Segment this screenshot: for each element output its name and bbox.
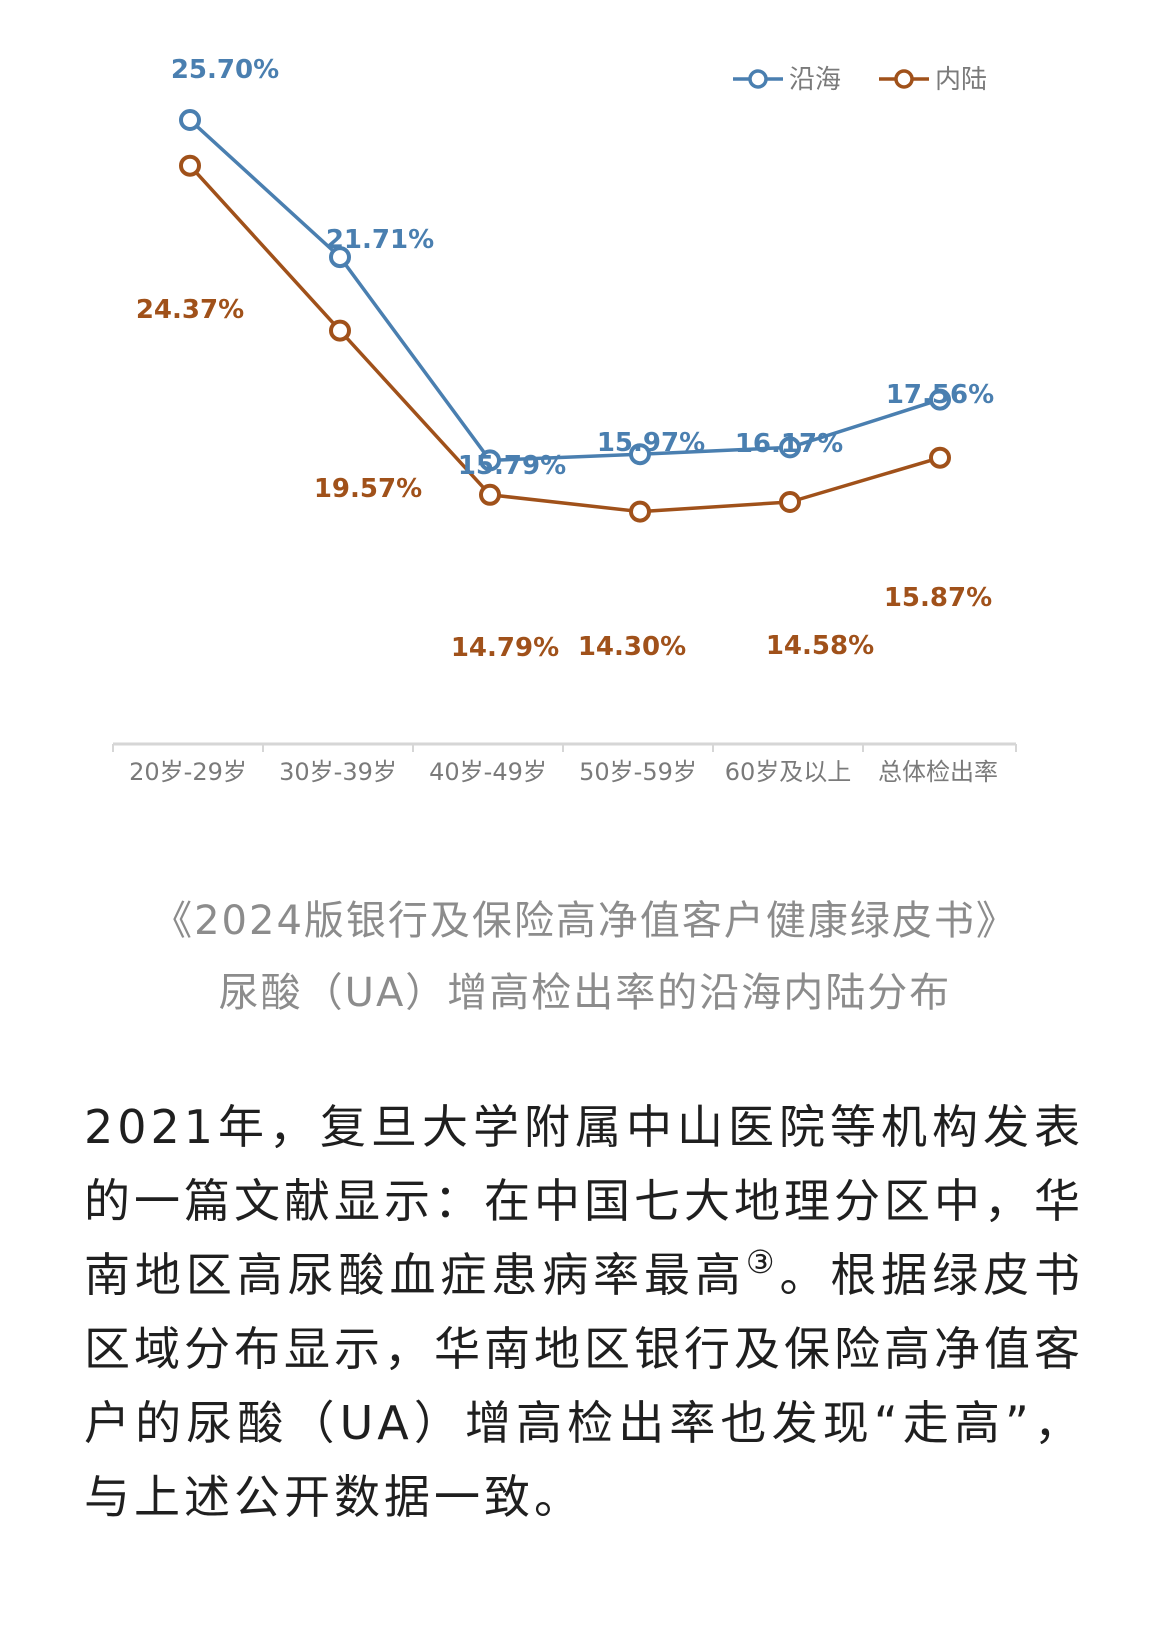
x-axis: 20岁-29岁 30岁-39岁 40岁-49岁 50岁-59岁 60岁及以上 总体检出率 bbox=[112, 742, 1017, 786]
legend: 沿海 内陆 bbox=[733, 65, 987, 95]
data-point bbox=[929, 388, 951, 411]
data-label: 19.57% bbox=[314, 474, 422, 504]
chart-series bbox=[179, 109, 951, 523]
x-tick-label: 40岁-49岁 bbox=[429, 758, 547, 786]
data-point bbox=[479, 449, 501, 472]
article-text-part1: 2021年，复旦大学附属中山医院等机构发表的一篇文献显示：在中国七大地理分区中，… bbox=[84, 1100, 1084, 1302]
data-point bbox=[179, 109, 201, 131]
x-tick-label: 30岁-39岁 bbox=[279, 758, 397, 786]
data-point bbox=[779, 436, 801, 459]
legend-swatch-marker bbox=[748, 69, 768, 89]
data-point bbox=[179, 154, 201, 177]
figure-caption-title: 《2024版银行及保险高净值客户健康绿皮书》 bbox=[152, 898, 1018, 944]
data-point bbox=[779, 491, 801, 513]
figure-caption-subtitle: 尿酸（UA）增高检出率的沿海内陆分布 bbox=[218, 970, 952, 1016]
data-label: 15.87% bbox=[884, 583, 992, 613]
data-point bbox=[329, 246, 351, 269]
data-labels: 25.70% 21.71% 15.79% 15.97% 16.17% 17.56% 24.3… bbox=[136, 55, 994, 663]
legend-swatch-marker bbox=[894, 69, 914, 89]
article-text-part2: 。根据绿皮书区域分布显示，华南地区银行及保险高净值客户的尿酸（UA）增高检出率也… bbox=[84, 1248, 1085, 1524]
x-tick-label: 60岁及以上 bbox=[725, 758, 852, 786]
data-label: 21.71% bbox=[326, 225, 434, 255]
reference-marker[interactable]: ③ bbox=[745, 1243, 780, 1281]
data-point bbox=[629, 500, 651, 523]
data-label: 17.56% bbox=[886, 380, 994, 410]
data-label: 14.79% bbox=[451, 633, 559, 663]
line-chart: 20岁-29岁 30岁-39岁 40岁-49岁 50岁-59岁 60岁及以上 总体检出率 … bbox=[112, 55, 1017, 786]
data-point bbox=[929, 446, 951, 469]
x-tick-label: 总体检出率 bbox=[878, 758, 998, 786]
legend-label: 内陆 bbox=[935, 65, 987, 95]
data-point bbox=[629, 443, 651, 466]
data-label: 25.70% bbox=[171, 55, 279, 85]
data-label: 15.79% bbox=[458, 451, 566, 481]
x-tick-label: 20岁-29岁 bbox=[129, 758, 247, 786]
data-label: 15.97% bbox=[597, 428, 705, 458]
article-paragraph: 2021年，复旦大学附属中山医院等机构发表的一篇文献显示：在中国七大地理分区中，… bbox=[84, 1090, 1084, 1534]
x-tick-label: 50岁-59岁 bbox=[579, 758, 697, 786]
series-line-coastal bbox=[188, 118, 941, 463]
data-point bbox=[479, 483, 501, 506]
data-label: 14.58% bbox=[766, 631, 874, 661]
data-label: 24.37% bbox=[136, 295, 244, 325]
legend-label: 沿海 bbox=[789, 65, 841, 95]
data-label: 14.30% bbox=[578, 632, 686, 662]
data-label: 16.17% bbox=[735, 429, 843, 459]
series-line-inland bbox=[188, 164, 941, 514]
data-point bbox=[329, 319, 351, 342]
